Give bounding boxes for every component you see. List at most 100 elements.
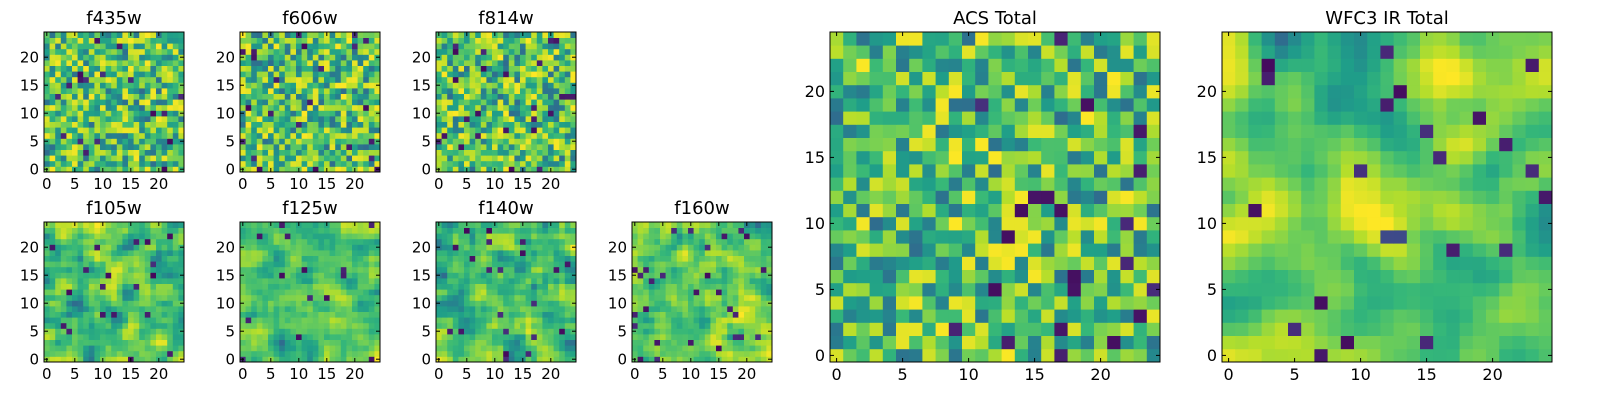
heatmap-cell: [732, 250, 739, 256]
heatmap-cell: [570, 93, 577, 100]
heatmap-cell: [508, 317, 515, 324]
y-tick-label: 20: [412, 238, 431, 256]
heatmap-cell: [296, 311, 302, 318]
heatmap-cell: [688, 289, 694, 296]
heatmap-cell: [245, 261, 252, 268]
heatmap-cell: [156, 250, 162, 256]
heatmap-cell: [469, 317, 476, 324]
heatmap-cell: [632, 255, 638, 262]
heatmap-cell: [643, 350, 650, 357]
heatmap-cell: [710, 261, 717, 268]
heatmap-cell: [312, 300, 319, 307]
heatmap-cell: [843, 203, 857, 218]
heatmap-cell: [357, 127, 364, 134]
heatmap-cell: [909, 256, 923, 270]
heatmap-cell: [273, 160, 280, 167]
heatmap-cell: [329, 138, 336, 145]
heatmap-cell: [262, 339, 269, 346]
heatmap-cell: [559, 261, 566, 268]
heatmap-cell: [682, 283, 689, 290]
heatmap-cell: [536, 261, 543, 268]
heatmap-cell: [245, 93, 252, 100]
heatmap-cell: [648, 311, 655, 318]
heatmap-cell: [77, 88, 84, 94]
heatmap-cell: [1001, 348, 1016, 363]
heatmap-cell: [301, 149, 308, 156]
heatmap-cell: [514, 222, 521, 228]
heatmap-cell: [542, 345, 549, 352]
heatmap-cell: [441, 294, 448, 301]
heatmap-cell: [553, 160, 560, 167]
heatmap-cell: [732, 350, 739, 357]
heatmap-cell: [357, 283, 364, 290]
heatmap-cell: [240, 160, 246, 167]
heatmap-cell: [660, 266, 666, 273]
heatmap-cell: [262, 121, 269, 128]
heatmap-cell: [357, 233, 364, 240]
heatmap-cell: [346, 233, 353, 240]
heatmap-cell: [643, 255, 650, 262]
heatmap-cell: [133, 222, 140, 228]
heatmap-cell: [436, 144, 442, 150]
heatmap-cell: [335, 127, 342, 134]
heatmap-cell: [665, 222, 672, 228]
heatmap-cell: [128, 76, 134, 83]
heatmap-cell: [150, 328, 157, 335]
heatmap-cell: [111, 328, 118, 335]
heatmap-cell: [514, 294, 521, 301]
heatmap-cell: [363, 132, 370, 139]
heatmap-cell: [352, 306, 358, 312]
heatmap-cell: [704, 306, 711, 312]
heatmap-cell: [909, 190, 923, 204]
heatmap-cell: [83, 306, 90, 312]
heatmap-cell: [480, 350, 487, 357]
heatmap-cell: [676, 328, 683, 335]
heatmap-cell: [273, 250, 280, 256]
heatmap-cell: [116, 222, 123, 228]
heatmap-cell: [508, 149, 515, 156]
heatmap-cell: [441, 54, 448, 61]
heatmap-cell: [975, 322, 989, 336]
heatmap-cell: [843, 230, 857, 244]
y-tick-label: 20: [608, 238, 627, 256]
heatmap-cell: [262, 138, 269, 145]
heatmap-cell: [240, 144, 246, 150]
heatmap-cell: [1028, 322, 1042, 336]
heatmap-cell: [542, 334, 549, 340]
heatmap-cell: [536, 132, 543, 139]
heatmap-cell: [357, 261, 364, 268]
heatmap-cell: [318, 255, 325, 262]
heatmap-cell: [721, 238, 728, 245]
heatmap-cell: [671, 356, 678, 363]
heatmap-cell: [72, 54, 78, 61]
heatmap-cell: [88, 328, 95, 335]
heatmap-cell: [72, 160, 78, 167]
heatmap-cell: [88, 65, 95, 72]
heatmap-cell: [256, 104, 263, 111]
heatmap-cell: [744, 244, 750, 251]
heatmap-cell: [94, 127, 101, 134]
heatmap-cell: [374, 60, 381, 66]
heatmap-cell: [492, 283, 498, 290]
heatmap-cell: [301, 261, 308, 268]
heatmap-cell: [553, 328, 560, 335]
heatmap-cell: [77, 311, 84, 318]
heatmap-cell: [167, 227, 174, 234]
heatmap-cell: [133, 155, 140, 162]
heatmap-cell: [693, 222, 700, 228]
heatmap-cell: [150, 266, 157, 273]
heatmap-cell: [262, 278, 269, 284]
heatmap-cell: [312, 345, 319, 352]
heatmap-cell: [49, 261, 56, 268]
heatmap-cell: [497, 250, 504, 256]
heatmap-cell: [548, 37, 554, 44]
heatmap-cell: [88, 60, 95, 66]
heatmap-cell: [139, 88, 146, 94]
heatmap-cell: [452, 144, 459, 150]
heatmap-cell: [100, 104, 106, 111]
heatmap-cell: [251, 266, 258, 273]
heatmap-cell: [60, 345, 67, 352]
heatmap-cell: [559, 278, 566, 284]
heatmap-cell: [559, 54, 566, 61]
heatmap-cell: [570, 261, 577, 268]
